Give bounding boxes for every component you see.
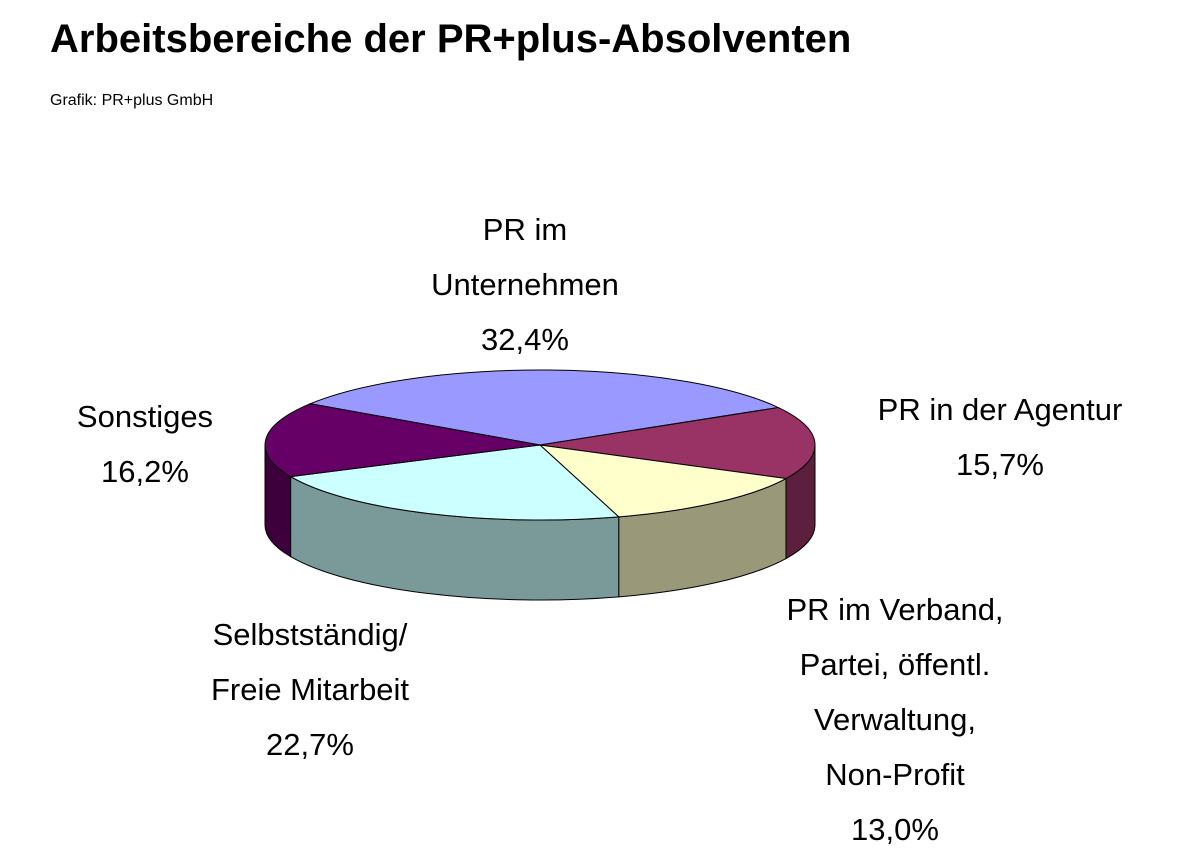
value-label: 16,2% <box>101 454 189 489</box>
pie-slice <box>264 403 541 478</box>
pie-slice <box>308 369 780 446</box>
value-label: 22,7% <box>266 727 354 762</box>
category-label: Sonstiges <box>77 399 213 434</box>
pie-slice <box>289 444 620 521</box>
chart-title: Arbeitsbereiche der PR+plus-Absolventen <box>50 17 851 61</box>
chart-subtitle: Grafik: PR+plus GmbH <box>50 92 213 109</box>
category-label: PR im Unternehmen <box>431 212 619 302</box>
category-label: Selbstständig/Freie Mitarbeit <box>211 617 409 707</box>
value-label: 13,0% <box>851 812 939 847</box>
value-label: 15,7% <box>956 447 1044 482</box>
value-label: 32,4% <box>481 322 569 357</box>
category-label: PR in der Agentur <box>878 392 1123 427</box>
pie-slice <box>538 444 788 518</box>
category-label: PR im Verband, Partei, öffentl. Verwaltung… <box>786 592 1003 792</box>
pie-slice <box>539 407 816 480</box>
